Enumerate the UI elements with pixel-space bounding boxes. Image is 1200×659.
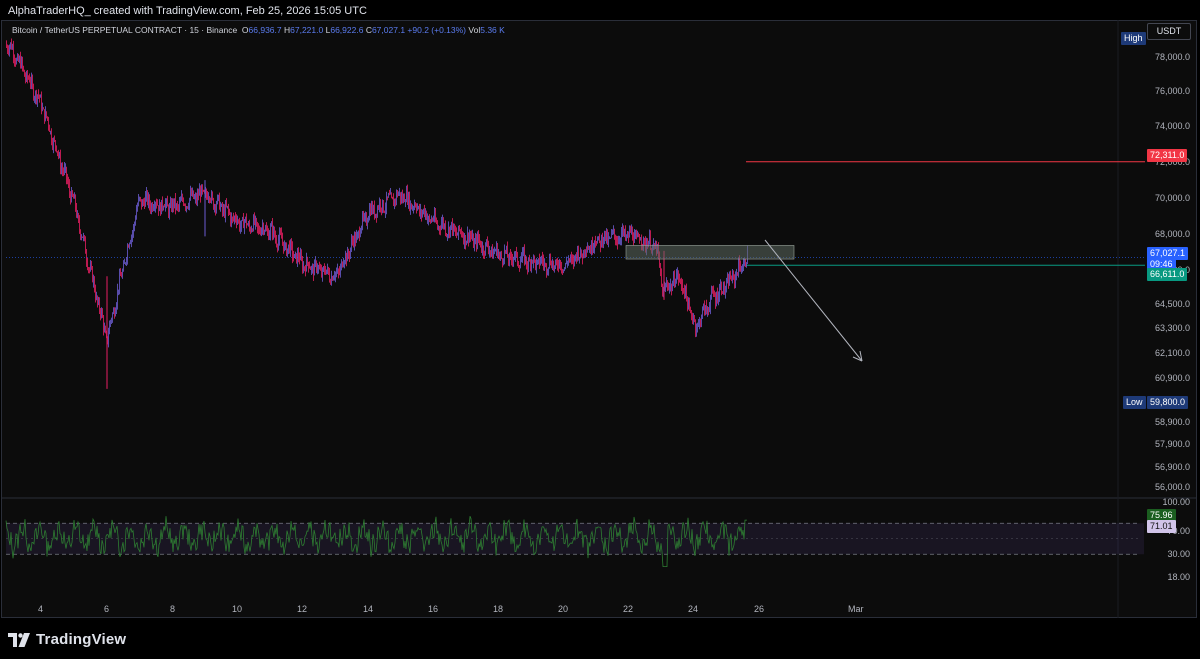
price-axis-label: 63,300.0 [1154, 323, 1190, 333]
rsi-ma-value-tag: 71.01 [1147, 520, 1176, 533]
rsi-axis-label: 30.00 [1167, 549, 1190, 559]
date-axis-label: 22 [623, 604, 634, 614]
date-axis-label: 26 [754, 604, 765, 614]
rsi-value-tag: 75.96 [1147, 509, 1176, 522]
price-axis-label: 56,900.0 [1154, 462, 1190, 472]
price-axis-label: 70,000.0 [1154, 193, 1190, 203]
rsi-axis-label: 18.00 [1167, 572, 1190, 582]
price-axis-label: 68,000.0 [1154, 229, 1190, 239]
symbol-legend[interactable]: Bitcoin / TetherUS PERPETUAL CONTRACT · … [12, 25, 505, 35]
price-axis-label: 56,000.0 [1154, 482, 1190, 492]
projection-arrowhead [852, 350, 863, 362]
countdown-tag: 09:46 [1147, 258, 1176, 271]
date-axis-label: 8 [170, 604, 176, 614]
symbol-name: Bitcoin / TetherUS PERPETUAL CONTRACT · … [12, 25, 238, 35]
low-tag: Low [1123, 396, 1146, 409]
open-key: O [241, 25, 249, 35]
tradingview-logo[interactable]: TradingView [8, 631, 126, 648]
price-axis-label: 62,100.0 [1154, 348, 1190, 358]
rsi-indicator [5, 516, 1144, 567]
price-axis-label: 60,900.0 [1154, 373, 1190, 383]
low-value: 66,922.6 [330, 25, 364, 35]
date-axis-label: 18 [493, 604, 504, 614]
attribution-text: AlphaTraderHQ_ created with TradingView.… [8, 5, 367, 17]
high-value: 67,221.0 [290, 25, 324, 35]
volume-value: 5.36 K [480, 25, 505, 35]
date-axis-label: 24 [688, 604, 699, 614]
date-axis-label: 4 [38, 604, 44, 614]
date-axis-label: 6 [104, 604, 110, 614]
chart-canvas[interactable] [0, 0, 1200, 620]
price-axis-label: 72,000.0 [1154, 157, 1190, 167]
open-value: 66,936.7 [248, 25, 282, 35]
close-key: C [365, 25, 372, 35]
date-axis-label: 20 [558, 604, 569, 614]
green-level-price-tag: 66,611.0 [1147, 268, 1188, 281]
date-axis-label: 16 [428, 604, 439, 614]
rsi-line [5, 516, 747, 567]
price-axis-label: 74,000.0 [1154, 121, 1190, 131]
price-axis-label: 58,900.0 [1154, 417, 1190, 427]
tradingview-logo-icon [8, 632, 30, 647]
high-key: H [284, 25, 291, 35]
top-bar: AlphaTraderHQ_ created with TradingView.… [0, 0, 1200, 20]
low-key: L [325, 25, 331, 35]
currency-selector[interactable]: USDT [1147, 23, 1191, 40]
last-price-tag: 67,027.1 [1147, 247, 1189, 260]
chart-frame[interactable] [1, 20, 1197, 618]
price-axis-label: 76,000.0 [1154, 86, 1190, 96]
rsi-axis-label: 70.00 [1167, 526, 1190, 536]
projection-arrow-line [764, 239, 863, 362]
price-axis-label: 78,000.0 [1154, 52, 1190, 62]
rsi-axis-label: 100.00 [1162, 497, 1190, 507]
date-axis-label: 14 [363, 604, 374, 614]
resistance-zone-box [625, 245, 795, 260]
volume-key: Vol [468, 25, 481, 35]
date-axis-label: 10 [232, 604, 243, 614]
low-value-tag: 59,800.0 [1147, 396, 1189, 409]
price-axis-label: 64,500.0 [1154, 299, 1190, 309]
brand-name: TradingView [36, 631, 127, 648]
price-axis-label: 57,900.0 [1154, 439, 1190, 449]
high-tag: High [1121, 32, 1146, 45]
date-axis-label: Mar [848, 604, 864, 614]
date-axis-label: 12 [297, 604, 308, 614]
close-value: 67,027.1 [371, 25, 406, 35]
change-value: +90.2 (+0.13%) [407, 25, 467, 35]
footer [0, 620, 1200, 659]
price-candles [6, 38, 748, 389]
red-level-price-tag: 72,311.0 [1147, 149, 1188, 162]
